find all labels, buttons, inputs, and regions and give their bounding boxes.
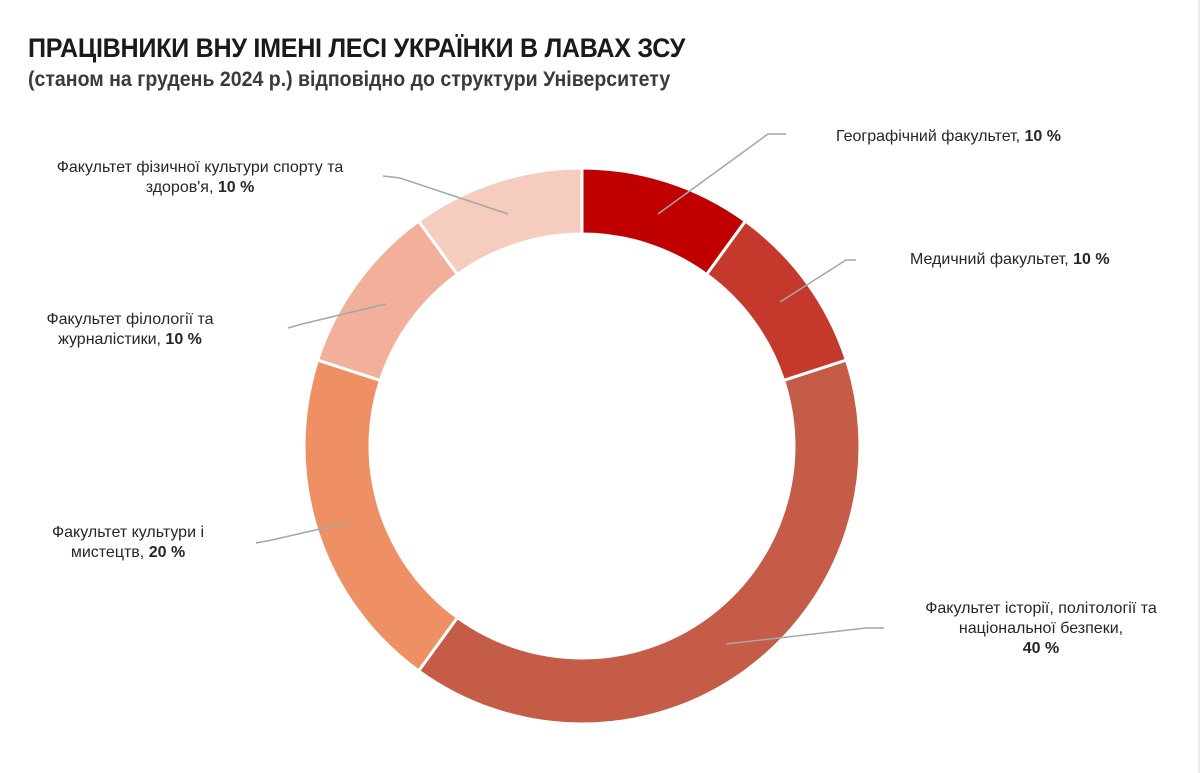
label-phil: Факультет філології та журналістики, 10 … bbox=[30, 310, 230, 350]
doughnut-segment bbox=[416, 358, 862, 726]
label-text: Факультет фізичної культури спорту та bbox=[56, 159, 344, 176]
label-value: 20 % bbox=[148, 544, 186, 561]
leader-line-med bbox=[779, 259, 856, 303]
leader-lines bbox=[255, 133, 884, 645]
doughnut-segment bbox=[302, 358, 460, 674]
label-value: 40 % bbox=[1022, 640, 1060, 657]
label-text: Медичний факультет, bbox=[910, 251, 1074, 268]
label-value: 10 % bbox=[1073, 251, 1110, 268]
label-text: мистецтв, bbox=[70, 544, 149, 561]
leader-line-phil bbox=[287, 303, 387, 329]
doughnut-segments bbox=[302, 166, 862, 726]
label-sport: Факультет фізичної культури спорту та зд… bbox=[30, 158, 370, 198]
doughnut-segment bbox=[704, 218, 849, 383]
leader-line-geo bbox=[657, 133, 786, 215]
label-text: Факультет філології та bbox=[46, 311, 214, 328]
label-med: Медичний факультет, 10 % bbox=[910, 250, 1110, 270]
leader-line-hist bbox=[725, 627, 884, 645]
label-text: Географічний факультет, bbox=[836, 128, 1025, 145]
leader-line-sport bbox=[382, 175, 509, 215]
label-text: Факультет історії, політології та bbox=[925, 600, 1157, 617]
label-value: 10 % bbox=[1024, 128, 1061, 145]
chart-subtitle: (станом на грудень 2024 р.) відповідно д… bbox=[28, 68, 671, 91]
doughnut-segment bbox=[416, 166, 584, 277]
chart-title: ПРАЦІВНИКИ ВНУ ІМЕНІ ЛЕСІ УКРАЇНКИ В ЛАВ… bbox=[28, 33, 686, 63]
label-geo: Географічний факультет, 10 % bbox=[836, 127, 1061, 147]
label-cult: Факультет культури і мистецтв, 20 % bbox=[38, 523, 218, 563]
label-value: 10 % bbox=[217, 179, 255, 196]
label-text: журналістики, bbox=[58, 331, 166, 348]
right-border bbox=[1198, 0, 1200, 773]
leader-line-cult bbox=[255, 521, 351, 544]
label-value: 10 % bbox=[165, 331, 202, 348]
label-hist: Факультет історії, політології та націон… bbox=[905, 599, 1177, 659]
label-text: здоров'я, bbox=[145, 179, 218, 196]
label-text: Факультет культури і bbox=[51, 524, 204, 541]
label-text: національної безпеки, bbox=[958, 620, 1124, 637]
